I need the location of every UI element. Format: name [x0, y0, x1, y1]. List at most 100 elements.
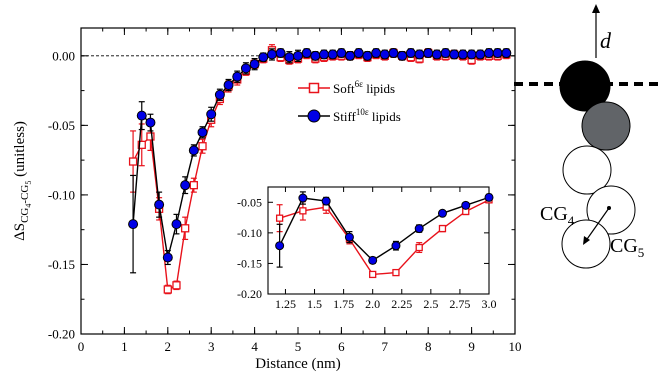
- x-tick-label: 2.75: [449, 297, 470, 311]
- x-tick-label: 10: [509, 339, 522, 354]
- data-point-circle: [197, 127, 208, 138]
- data-point-circle: [128, 219, 139, 230]
- data-point-circle: [449, 49, 460, 60]
- data-point-circle: [319, 49, 330, 60]
- d-axis-arrowhead: [592, 4, 600, 13]
- data-point-circle: [223, 80, 234, 91]
- legend-entry-stiff: Stiff10ε lipids: [298, 107, 401, 124]
- y-tick-label: 0.00: [52, 48, 75, 63]
- data-point-circle: [232, 71, 243, 82]
- data-point-circle: [437, 208, 447, 218]
- bead-3: [562, 145, 612, 195]
- inset-plot-frame: [267, 186, 490, 295]
- data-point-circle: [249, 59, 260, 70]
- data-point-square: [438, 224, 447, 233]
- bead-cg5: [561, 219, 611, 269]
- x-tick-label: 5: [295, 339, 302, 354]
- data-point-circle: [154, 199, 165, 210]
- series-line-soft: [279, 199, 490, 276]
- legend: Soft6ε lipids Stiff10ε lipids: [298, 79, 401, 124]
- data-point-circle: [258, 52, 269, 63]
- data-point-circle: [423, 48, 434, 59]
- y-tick-label: -0.15: [48, 257, 75, 272]
- x-tick-label: 0: [78, 339, 85, 354]
- x-tick-label: 1.5: [307, 297, 322, 311]
- series-line-stiff: [279, 196, 490, 262]
- data-point-circle: [214, 89, 225, 100]
- y-tick-label: -0.20: [48, 327, 75, 342]
- x-tick-label: 8: [425, 339, 432, 354]
- legend-marker-soft: [308, 82, 320, 94]
- data-point-square: [172, 281, 181, 290]
- y-tick-label: -0.15: [237, 257, 262, 271]
- data-point-square: [181, 224, 190, 233]
- data-point-circle: [298, 193, 308, 203]
- data-point-circle: [188, 145, 199, 156]
- d-axis-label: d: [600, 28, 612, 53]
- data-point-circle: [431, 49, 442, 60]
- bead-2: [581, 101, 631, 151]
- cg4-cg5-arrowhead: [583, 236, 590, 245]
- data-point-circle: [345, 50, 356, 61]
- main-chart: 0 1 2 3 4 5 6 7 8 9 10 0.00 -0.05 -0.10 -0.15 -0.20 Dis…: [12, 27, 522, 372]
- data-point-square: [415, 243, 423, 252]
- data-point-square: [198, 142, 207, 151]
- x-tick-label: 3: [208, 339, 215, 354]
- data-point-circle: [344, 232, 354, 242]
- data-point-circle: [371, 48, 382, 59]
- data-point-circle: [136, 110, 147, 121]
- y-tick-label: -0.20: [237, 287, 262, 301]
- data-point-circle: [275, 48, 286, 59]
- inset-chart: 1.25 1.5 1.75 2.0 2.25 2.5 2.75 3.0 -0.05 -0.10 -0…: [224, 183, 501, 316]
- x-tick-label: 7: [382, 339, 389, 354]
- series-stiff: [275, 191, 494, 268]
- data-point-square: [299, 207, 307, 215]
- x-tick-label: 4: [251, 339, 258, 354]
- data-point-circle: [353, 48, 364, 59]
- data-point-circle: [301, 48, 312, 59]
- lipid-schematic: d CG4 CG5: [514, 4, 662, 269]
- inset-series-group: [275, 191, 494, 279]
- data-point-circle: [327, 49, 338, 60]
- data-point-square: [128, 157, 138, 166]
- label-cg5: CG5: [610, 235, 644, 260]
- data-point-circle: [397, 50, 408, 61]
- bead-1: [559, 60, 611, 112]
- x-tick-label: 2.5: [423, 297, 438, 311]
- label-cg4: CG4: [540, 203, 575, 228]
- y-tick-label: -0.10: [48, 187, 75, 202]
- legend-entry-soft: Soft6ε lipids: [298, 79, 395, 96]
- data-point-square: [137, 140, 146, 149]
- data-point-circle: [475, 49, 486, 60]
- legend-label-stiff: Stiff10ε lipids: [333, 107, 401, 124]
- x-tick-label: 2.0: [365, 297, 380, 311]
- data-point-square: [275, 214, 284, 222]
- data-point-circle: [171, 219, 182, 230]
- legend-marker-stiff: [307, 109, 321, 123]
- data-point-square: [146, 132, 155, 141]
- x-tick-label: 1.25: [275, 297, 296, 311]
- data-point-circle: [501, 48, 512, 59]
- data-point-circle: [284, 52, 295, 63]
- data-point-circle: [391, 241, 401, 251]
- data-point-circle: [492, 48, 503, 59]
- y-tick-label: -0.05: [237, 195, 262, 209]
- data-point-circle: [379, 49, 390, 60]
- legend-label-soft: Soft6ε lipids: [333, 79, 395, 96]
- data-point-circle: [457, 49, 468, 60]
- x-tick-label: 9: [468, 339, 475, 354]
- x-tick-label: 2.25: [391, 297, 412, 311]
- data-point-square: [189, 181, 198, 190]
- data-point-circle: [388, 48, 399, 59]
- data-point-square: [392, 268, 400, 277]
- data-point-circle: [336, 48, 347, 59]
- data-point-circle: [461, 200, 471, 210]
- y-tick-label: -0.10: [237, 226, 262, 240]
- data-point-circle: [368, 255, 378, 265]
- x-tick-label: 1: [121, 339, 128, 354]
- data-point-circle: [466, 49, 477, 60]
- x-axis-label: Distance (nm): [255, 356, 340, 372]
- y-axis-label: ΔSCG4-CG5 (unitless): [12, 121, 33, 241]
